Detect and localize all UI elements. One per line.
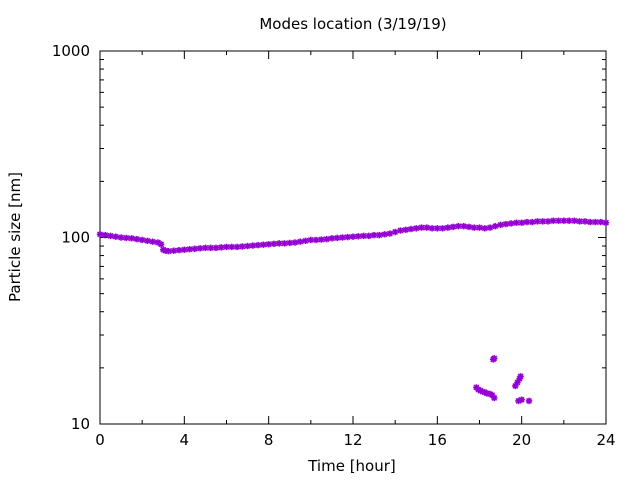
data-point — [276, 240, 283, 247]
y-tick-label: 1000 — [52, 42, 90, 60]
data-point — [149, 238, 156, 245]
data-point — [270, 240, 278, 248]
data-point — [157, 241, 165, 248]
data-point — [323, 235, 330, 243]
data-point — [318, 236, 325, 243]
data-point — [471, 224, 478, 231]
data-point — [297, 238, 304, 245]
data-point — [212, 244, 220, 252]
data-points — [96, 217, 610, 405]
data-point — [423, 224, 430, 231]
data-point — [328, 235, 336, 242]
data-point — [170, 247, 177, 254]
data-point — [165, 247, 172, 255]
data-point — [128, 235, 135, 242]
data-point — [144, 237, 151, 245]
y-tick-label: 10 — [71, 415, 90, 433]
data-point — [525, 397, 533, 405]
data-point — [534, 218, 541, 225]
x-tick-label: 24 — [596, 431, 615, 449]
data-point — [491, 355, 498, 362]
data-point — [444, 224, 452, 231]
data-point — [381, 231, 388, 238]
x-tick-label: 4 — [180, 431, 190, 449]
data-point — [518, 219, 525, 226]
data-point — [249, 242, 257, 249]
data-point — [281, 240, 288, 247]
data-point — [491, 394, 498, 402]
data-point — [376, 231, 383, 239]
data-point — [228, 243, 235, 251]
data-point — [96, 231, 104, 238]
data-point — [592, 218, 599, 226]
y-axis-ticks: 10 100 1000 — [52, 42, 606, 433]
x-tick-label: 16 — [428, 431, 447, 449]
data-point — [492, 222, 499, 230]
data-point — [586, 218, 594, 226]
data-point — [112, 233, 120, 240]
data-point — [133, 235, 141, 243]
x-tick-label: 8 — [264, 431, 274, 449]
data-point — [191, 245, 199, 252]
data-point — [291, 239, 299, 246]
y-axis-label: Particle size [nm] — [6, 172, 24, 302]
data-point — [391, 228, 399, 236]
data-point — [138, 236, 146, 244]
data-point — [386, 230, 394, 237]
data-point — [186, 246, 193, 253]
data-point — [602, 219, 610, 226]
data-point — [286, 239, 293, 247]
data-point — [223, 243, 230, 251]
y-tick-label: 100 — [61, 229, 90, 247]
data-point — [597, 218, 604, 226]
chart-title: Modes location (3/19/19) — [259, 15, 446, 33]
data-point — [360, 232, 367, 240]
data-point — [302, 237, 309, 245]
x-tick-label: 20 — [512, 431, 531, 449]
data-point — [418, 224, 425, 231]
x-axis-label: Time [hour] — [307, 457, 396, 475]
x-tick-label: 0 — [95, 431, 105, 449]
data-point — [555, 217, 562, 224]
data-point — [517, 373, 524, 380]
x-axis-ticks: 0 4 8 12 16 20 24 — [95, 51, 616, 449]
x-tick-label: 12 — [343, 431, 362, 449]
data-point — [518, 396, 525, 403]
data-point — [486, 224, 494, 231]
